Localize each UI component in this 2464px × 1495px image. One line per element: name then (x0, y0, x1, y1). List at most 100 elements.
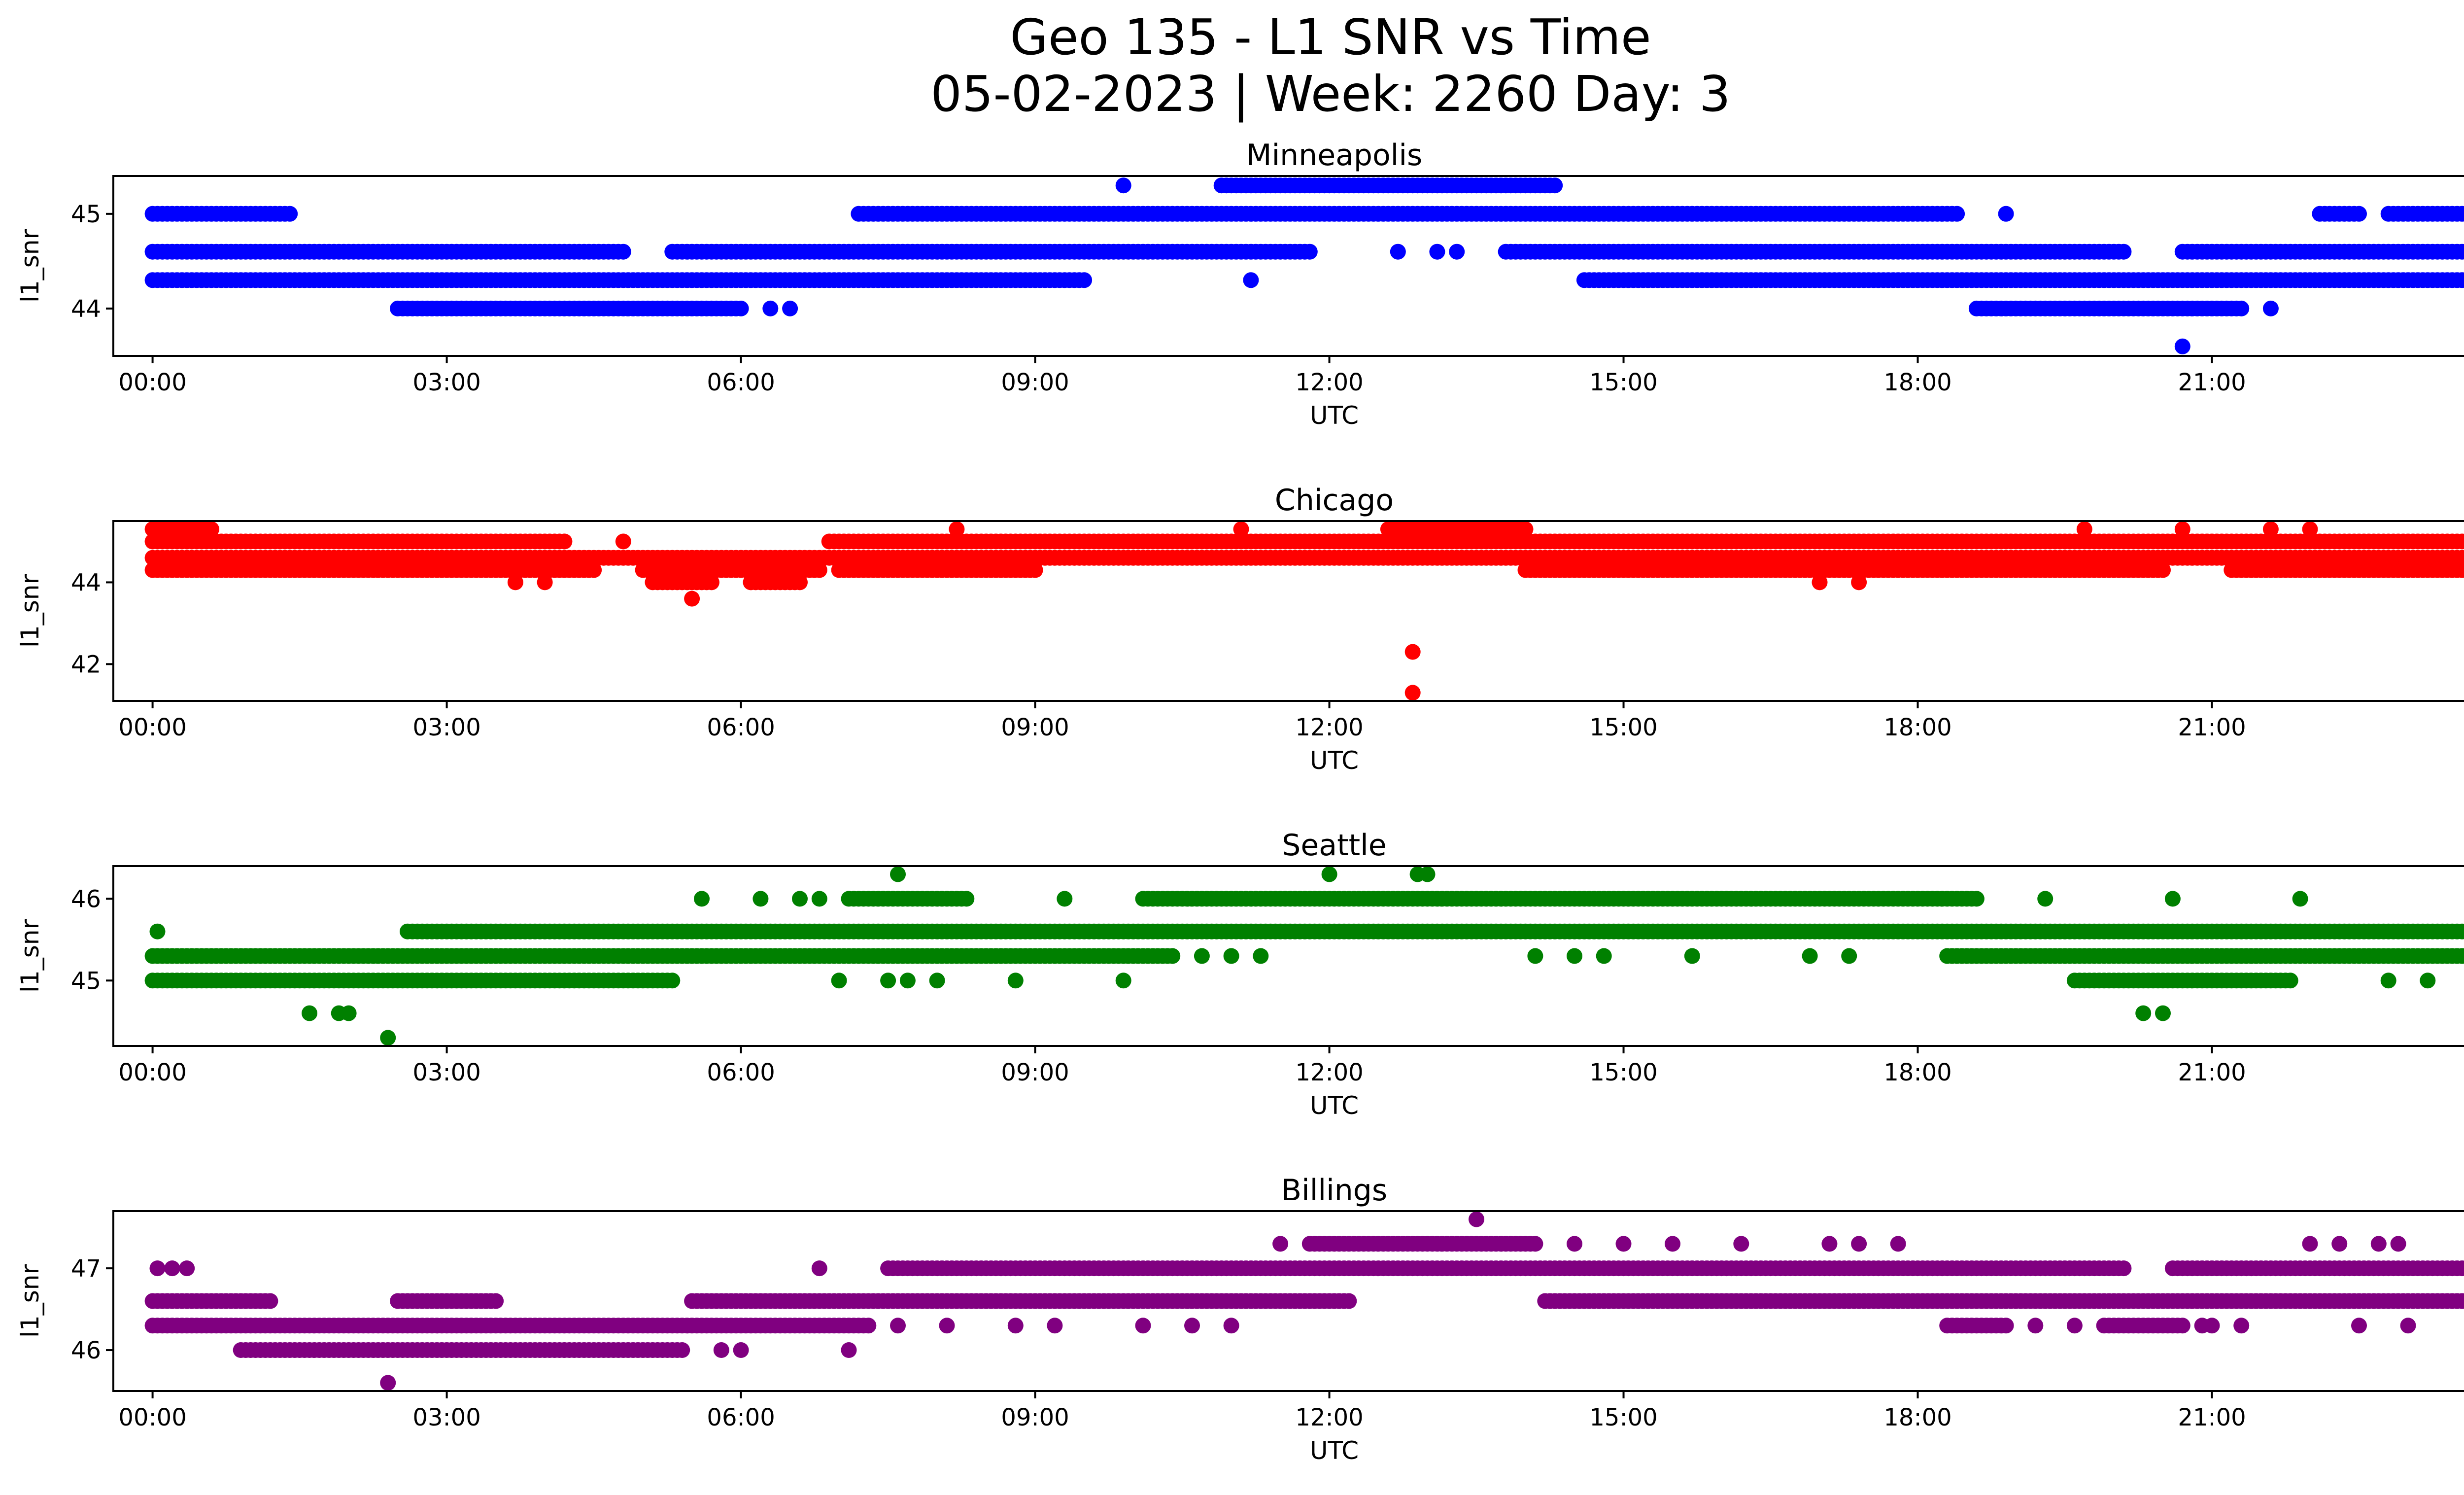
panel-seattle-ytick-label: 46 (71, 885, 101, 913)
panel-seattle-markers (144, 866, 2464, 1046)
panel-seattle-point (1253, 948, 1269, 964)
panel-billings-point (713, 1342, 729, 1358)
panel-minneapolis-xtick-label: 15:00 (1589, 369, 1657, 396)
panel-chicago-title: Chicago (1275, 483, 1394, 518)
panel-minneapolis-point (2262, 300, 2279, 316)
panel-chicago-point (2459, 550, 2464, 565)
panel-minneapolis-point (1429, 243, 1445, 260)
panel-minneapolis-point (1115, 177, 1131, 194)
panel-seattle-axes-frame (112, 865, 2464, 1047)
panel-chicago-point (2076, 521, 2092, 537)
panel-chicago-point (537, 574, 553, 591)
panel-seattle-xtick-label: 00:00 (118, 1059, 186, 1086)
panel-seattle-point (1194, 948, 1210, 964)
panel-minneapolis-point (1076, 272, 1093, 288)
panel-billings-xtick-label: 12:00 (1295, 1404, 1363, 1431)
panel-seattle-point (2155, 1005, 2171, 1021)
panel-seattle-ylabel: l1_snr (16, 919, 44, 993)
panel-seattle-point (341, 1005, 357, 1021)
panel-seattle-point (1057, 891, 1073, 907)
panel-minneapolis-point (2351, 206, 2367, 222)
panel-seattle-point (149, 923, 166, 939)
panel-billings-point (179, 1260, 195, 1277)
panel-chicago-point (684, 591, 700, 607)
panel-seattle-point (2282, 973, 2298, 989)
panel-chicago-xtick-label: 15:00 (1589, 714, 1657, 741)
panel-chicago-xtick-label: 21:00 (2178, 714, 2246, 741)
panel-chicago-xtick-label: 03:00 (412, 714, 480, 741)
panel-minneapolis-point (2233, 300, 2250, 316)
panel-seattle-xtick-label: 12:00 (1295, 1059, 1363, 1086)
panel-billings-xlabel: UTC (1310, 1436, 1359, 1465)
panel-billings-xtick-label: 06:00 (707, 1404, 775, 1431)
panel-chicago-point (1233, 521, 1249, 537)
panel-chicago-markers (144, 521, 2464, 701)
panel-chicago-point (586, 562, 602, 578)
panel-billings-point (2116, 1260, 2132, 1277)
panel-billings-point (2390, 1236, 2406, 1252)
panel-chicago-point (556, 533, 573, 550)
panel-minneapolis-ytick-label: 45 (71, 201, 101, 228)
panel-seattle-xtick-label: 18:00 (1883, 1059, 1951, 1086)
panel-chicago-point (949, 521, 965, 537)
panel-billings-point (1890, 1236, 1906, 1252)
panel-minneapolis-xtick-label: 09:00 (1001, 369, 1069, 396)
panel-seattle-point (2135, 1005, 2152, 1021)
panel-minneapolis-point (1998, 206, 2014, 222)
panel-seattle-ytick-label: 45 (71, 967, 101, 995)
panel-billings-point (1469, 1211, 1484, 1227)
panel-seattle-point (811, 891, 827, 907)
panel-chicago-point (2302, 521, 2318, 537)
panel-billings-point (1665, 1236, 1680, 1252)
panel-billings-point (488, 1293, 504, 1309)
panel-billings-point (1527, 1236, 1543, 1252)
panel-seattle-xlabel: UTC (1310, 1091, 1359, 1120)
panel-chicago-point (2459, 534, 2464, 549)
panel-seattle-point (1596, 948, 1612, 964)
panel-billings-point (939, 1318, 955, 1334)
panel-seattle-point (1321, 866, 1337, 882)
panel-chicago-point (792, 574, 808, 591)
panel-chicago-xtick-label: 18:00 (1883, 714, 1951, 741)
panel-chicago-point (1404, 644, 1421, 660)
panel-seattle-point (890, 866, 906, 882)
figure-title-line2: 05-02-2023 | Week: 2260 Day: 3 (930, 65, 1730, 123)
panel-chicago-point (2155, 562, 2171, 578)
panel-seattle-xtick-label: 09:00 (1001, 1059, 1069, 1086)
panel-chicago-xtick-label: 09:00 (1001, 714, 1069, 741)
panel-seattle-point (831, 973, 847, 989)
panel-billings-point (262, 1293, 278, 1309)
panel-seattle-point (694, 891, 710, 907)
panel-billings-ylabel: l1_snr (16, 1264, 44, 1338)
panel-seattle-point (2459, 948, 2464, 964)
panel-chicago-point (507, 574, 523, 591)
panel-minneapolis-point (1301, 243, 1318, 260)
panel-billings-point (1184, 1318, 1200, 1334)
panel-chicago-point (2174, 521, 2190, 537)
panel-seattle-point (2292, 891, 2308, 907)
panel-billings-point (890, 1318, 906, 1334)
panel-seattle-xtick-label: 21:00 (2178, 1059, 2246, 1086)
panel-billings-ytick-label: 47 (71, 1255, 101, 1283)
panel-billings-xtick-label: 21:00 (2178, 1404, 2246, 1431)
panel-chicago-point (2262, 521, 2279, 537)
panel-chicago-ytick-label: 44 (71, 569, 101, 596)
panel-billings-xtick-label: 03:00 (412, 1404, 480, 1431)
panel-seattle-point (899, 973, 916, 989)
panel-seattle-point (664, 973, 681, 989)
panel-seattle-point (880, 973, 896, 989)
panel-seattle-point (1684, 948, 1700, 964)
panel-billings-point (841, 1342, 857, 1358)
panel-billings-point (1851, 1236, 1867, 1252)
panel-billings-point (1341, 1293, 1357, 1309)
panel-billings-point (1135, 1318, 1151, 1334)
panel-billings-point (733, 1342, 749, 1358)
panel-billings-point (1733, 1236, 1749, 1252)
panel-billings-point (1615, 1236, 1632, 1252)
panel-minneapolis-point (615, 243, 631, 260)
panel-chicago-point (1404, 685, 1421, 701)
